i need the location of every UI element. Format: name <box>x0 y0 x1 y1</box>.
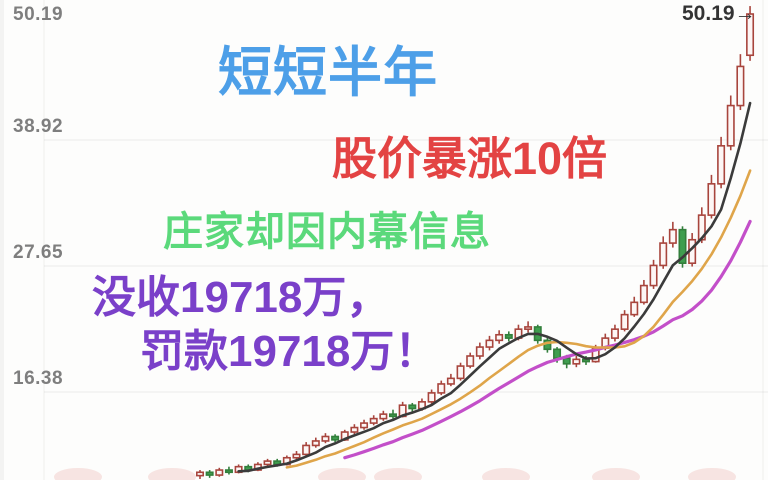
ma-long-line <box>343 219 752 460</box>
left-edge-shade <box>0 0 4 480</box>
candles-layer <box>196 6 755 479</box>
watermark-blobs <box>54 468 736 480</box>
caption-half-year: 短短半年 <box>218 43 438 103</box>
caption-fine: 罚款19718万！ <box>140 327 439 376</box>
y-axis-tick-27-65: 27.65 <box>13 242 64 263</box>
caption-price-surge: 股价暴涨10倍 <box>332 133 608 184</box>
caption-confiscation: 没收19718万， <box>92 273 391 322</box>
ma-mid-line <box>285 169 752 469</box>
gridlines <box>43 0 768 480</box>
last-price-marker: 50.19→ <box>682 2 756 25</box>
y-axis-tick-38-92: 38.92 <box>13 116 64 137</box>
caption-insider-info: 庄家却因内幕信息 <box>163 210 491 254</box>
y-axis-tick-50-19: 50.19 <box>13 4 64 25</box>
ma-short-line <box>237 101 752 473</box>
y-axis-tick-16-38: 16.38 <box>13 368 64 389</box>
